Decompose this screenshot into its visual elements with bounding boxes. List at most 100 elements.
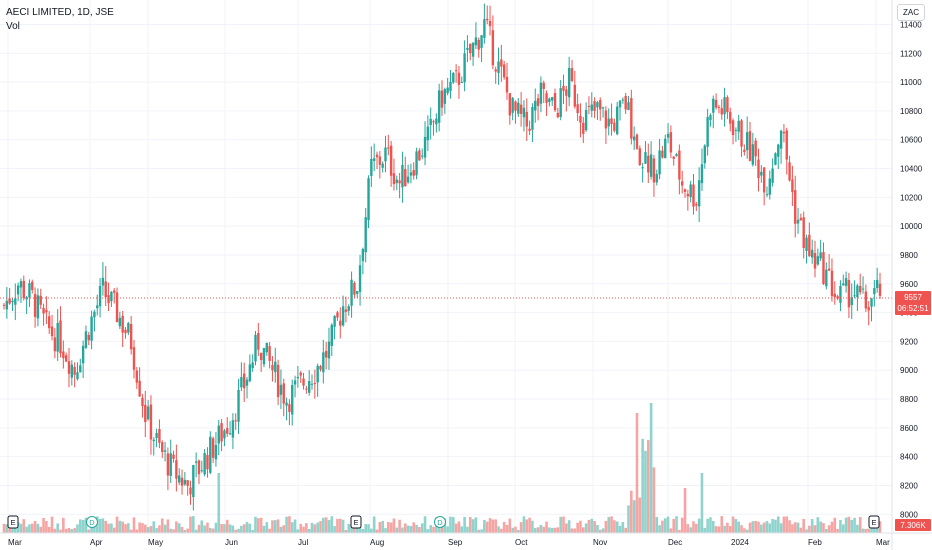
volume-bar (460, 526, 464, 533)
volume-bar (341, 519, 345, 533)
volume-bar (638, 497, 642, 533)
earnings-marker[interactable]: E (868, 515, 880, 529)
candle-body (180, 477, 184, 486)
volume-bar (245, 521, 249, 533)
volume-bar (785, 516, 789, 533)
candle-body (810, 249, 814, 258)
volume-bar (839, 519, 842, 533)
volume-bar (497, 526, 500, 533)
y-tick-label: 9200 (900, 337, 918, 346)
volume-bar (59, 529, 62, 533)
candle-body (175, 460, 178, 479)
candle-body (389, 145, 393, 176)
candle-body (729, 111, 732, 124)
candle-body (565, 89, 568, 96)
currency-button[interactable]: ZAC (897, 4, 925, 21)
time-axis[interactable]: Mar Apr May Jun Jul Aug Sep Oct Nov Dec 2024 Feb Mar (8, 538, 890, 547)
candle-body (251, 362, 254, 369)
candle-body (211, 438, 215, 458)
volume-bar (254, 516, 257, 533)
candle-body (768, 178, 771, 195)
candle-body (706, 117, 709, 147)
candle-body (494, 69, 497, 72)
volume-bar (127, 523, 130, 533)
candle-body (296, 376, 300, 379)
volume-bar (432, 526, 435, 533)
candle-body (67, 361, 71, 374)
volume-bar (288, 516, 291, 533)
candle-body (488, 20, 492, 27)
volume-bar (163, 524, 167, 533)
volume-bar (607, 517, 611, 533)
candle-body (223, 430, 226, 439)
volume-bar (36, 523, 40, 533)
x-tick-label: Nov (593, 538, 607, 547)
volume-bar (242, 524, 246, 533)
candle-body (135, 370, 139, 383)
volume-bar (39, 526, 43, 533)
volume-bar (669, 528, 673, 533)
candle-body (808, 234, 811, 257)
volume-bar (762, 522, 766, 533)
candle-body (274, 361, 277, 373)
candle-body (745, 132, 749, 151)
volume-bar (663, 518, 667, 533)
volume-bar (613, 520, 616, 533)
candle-body (146, 406, 150, 420)
volume-bar (47, 526, 51, 533)
candle-body (463, 53, 466, 83)
candle-body (172, 454, 175, 459)
candle-body (680, 181, 684, 186)
candle-body (796, 219, 800, 224)
candle-body (875, 279, 879, 289)
candle-body (731, 120, 735, 136)
candle-body (638, 148, 642, 166)
volume-bar (42, 517, 45, 533)
candle-body (183, 479, 187, 485)
candle-body (525, 111, 528, 127)
candle-body (610, 118, 613, 124)
candle-body (200, 470, 204, 472)
volume-bar (358, 526, 362, 533)
candle-body (771, 168, 774, 183)
volume-bar (581, 527, 585, 533)
volume-bar (533, 528, 537, 533)
candle-body (324, 350, 328, 358)
earnings-marker[interactable]: E (350, 515, 362, 529)
candle-body (421, 155, 424, 157)
volume-bar (327, 520, 331, 533)
volume-bar (675, 516, 678, 533)
volume-bar (542, 526, 546, 533)
candle-body (765, 194, 769, 196)
earnings-marker[interactable]: E (7, 515, 19, 529)
volume-bar (488, 518, 492, 533)
candle-body (104, 281, 107, 298)
dividend-marker[interactable]: D (434, 516, 446, 528)
volume-bar (875, 525, 879, 533)
volume-bar (166, 519, 170, 533)
volume-bar (635, 413, 639, 533)
y-tick-label: 9600 (900, 280, 918, 289)
volume-bar (768, 523, 772, 533)
candle-body (785, 130, 788, 160)
y-tick-label: 8600 (900, 424, 918, 433)
volume-bar (446, 526, 449, 533)
candle-body (279, 384, 283, 395)
volume-bar (98, 518, 102, 533)
price-axis[interactable]: 8000820084008600880090009200940096009800… (900, 20, 923, 519)
dividend-marker[interactable]: D (86, 516, 98, 528)
event-letter: E (10, 518, 15, 527)
volume-bar (381, 521, 384, 533)
volume-bar (276, 519, 280, 533)
candle-body (110, 291, 113, 302)
volume-bar (420, 523, 424, 533)
candle-body (62, 351, 65, 359)
volume-bar (850, 519, 854, 533)
candle-body (686, 193, 690, 197)
candle-body (375, 154, 379, 158)
volume-bar (627, 505, 630, 533)
candle-body (426, 126, 430, 141)
volume-bar (129, 529, 133, 533)
